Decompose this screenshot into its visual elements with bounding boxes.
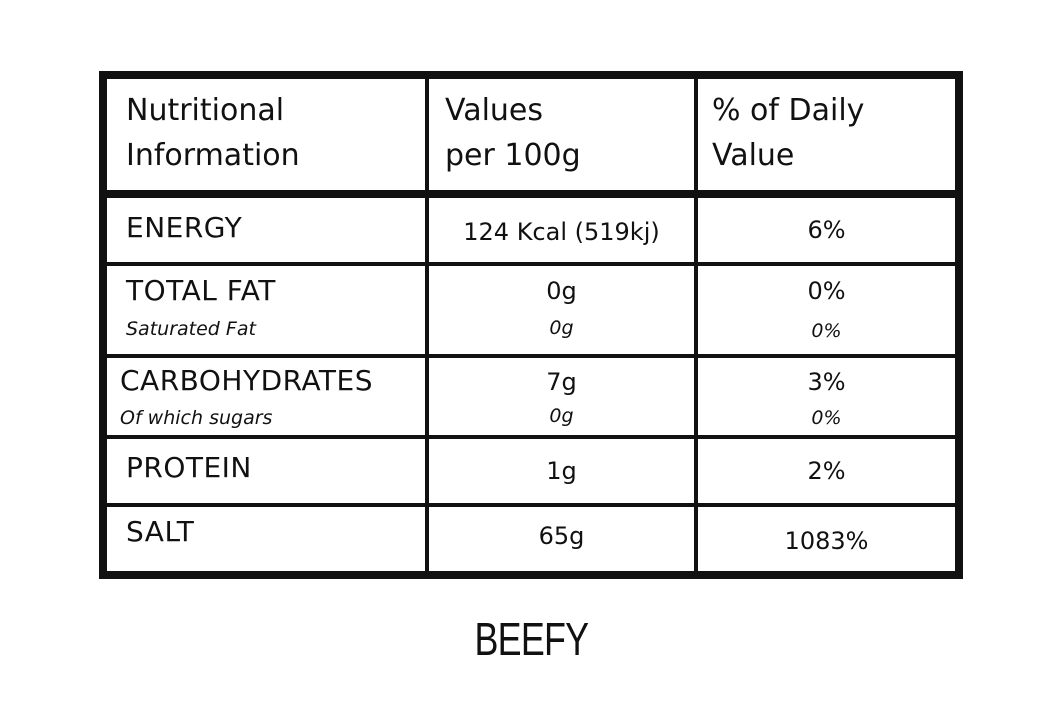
row-energy-name-cell: ENERGY [107,198,425,262]
row-energy-daily: 6% [807,216,846,244]
row-energy-value: 124 Kcal (519kj) [463,218,660,246]
row-protein-name: PROTEIN [126,451,252,484]
row-carbs-daily: 3% [807,368,846,396]
row-salt-daily-cell: 1083% [698,507,955,571]
row-fat-name-cell: TOTAL FAT Saturated Fat [107,266,425,354]
row-fat-value-cell: 0g 0g [429,266,694,354]
row-fat-daily-cell: 0% 0% [698,266,955,354]
header-daily: % of Daily Value [712,93,865,173]
row-carbs-daily-cell: 3% 0% [698,358,955,435]
row-protein-name-cell: PROTEIN [107,439,425,503]
row-fat-sub-value: 0g [549,317,574,339]
row-carbs-value: 7g [546,368,577,396]
row-fat-daily: 0% [807,277,846,305]
header-cell-nutrient: Nutritional Information [107,79,425,190]
row-protein-value: 1g [546,457,577,485]
row-fat-value: 0g [546,277,577,305]
row-carbs-value-cell: 7g 0g [429,358,694,435]
row-salt-name-cell: SALT [107,507,425,571]
row-fat-sub-daily: 0% [811,320,842,342]
header-cell-daily: % of Daily Value [698,79,955,190]
row-energy-daily-cell: 6% [698,198,955,262]
nutrition-table: Nutritional Information Values per 100g … [99,71,963,579]
row-carbs-name: CARBOHYDRATES [120,364,374,397]
row-fat-sub-name: Saturated Fat [126,318,256,340]
row-protein-daily: 2% [807,457,846,485]
row-protein-value-cell: 1g [429,439,694,503]
row-energy-name: ENERGY [126,211,243,244]
row-salt-daily: 1083% [784,527,869,555]
row-carbs-name-cell: CARBOHYDRATES Of which sugars [107,358,425,435]
product-name: BEEFY [474,613,590,665]
row-carbs-sub-value: 0g [549,405,574,427]
row-carbs-sub-name: Of which sugars [120,407,273,429]
row-carbs-sub-daily: 0% [811,407,842,429]
row-protein-daily-cell: 2% [698,439,955,503]
row-fat-name: TOTAL FAT [126,274,276,307]
row-salt-name: SALT [126,515,195,548]
row-salt-value: 65g [538,522,585,550]
header-nutrient: Nutritional Information [126,93,300,173]
row-salt-value-cell: 65g [429,507,694,571]
header-per100: Values per 100g [445,93,581,173]
header-cell-per100: Values per 100g [429,79,694,190]
row-energy-value-cell: 124 Kcal (519kj) [429,198,694,262]
